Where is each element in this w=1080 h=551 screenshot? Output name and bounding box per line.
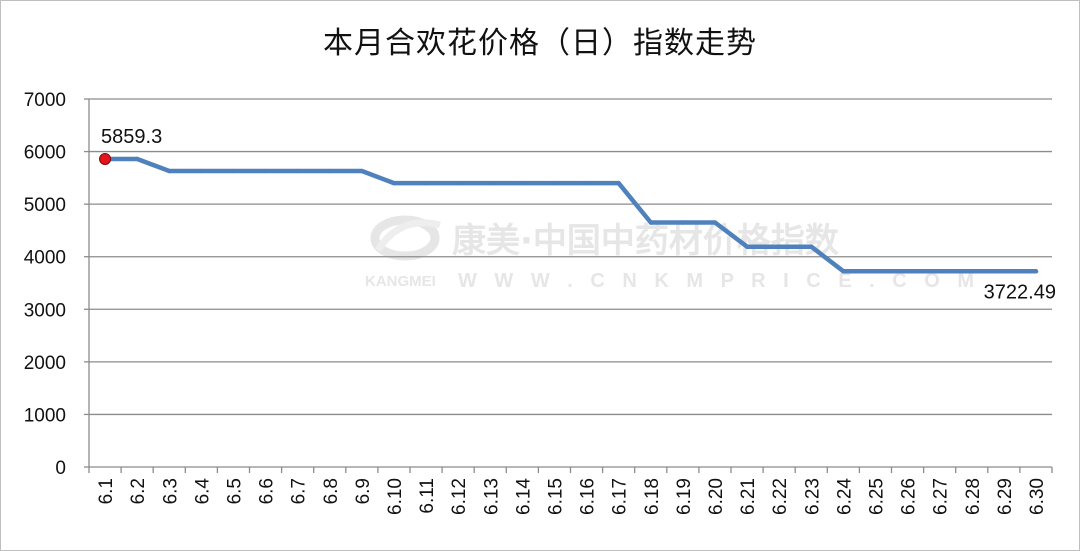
data-point xyxy=(776,244,782,249)
data-point xyxy=(423,180,429,186)
x-tick-label: 6.9 xyxy=(353,478,374,504)
y-tick-label: 1000 xyxy=(24,405,66,426)
x-tick-label: 6.22 xyxy=(770,478,791,515)
watermark-url-text: W W W . C N K M P R I C E . C O M xyxy=(458,270,980,292)
x-tick-label: 6.18 xyxy=(642,478,663,515)
data-point xyxy=(680,220,686,225)
data-labels: 5859.3 3722.49 xyxy=(101,126,1056,303)
x-tick-label: 6.15 xyxy=(545,478,566,515)
data-point xyxy=(1001,269,1007,274)
x-tick-label: 6.11 xyxy=(417,478,438,514)
x-tick-label: 6.29 xyxy=(995,478,1016,515)
x-tick-label: 6.6 xyxy=(257,478,278,504)
data-point xyxy=(841,269,846,274)
x-tick-label: 6.28 xyxy=(963,478,984,515)
x-tick-label: 6.10 xyxy=(385,478,406,515)
watermark-logo-icon xyxy=(370,215,441,261)
data-point xyxy=(616,180,621,186)
x-tick-label: 6.19 xyxy=(674,478,695,515)
x-tick-label: 6.21 xyxy=(738,478,759,515)
x-tick-label: 6.25 xyxy=(866,478,887,515)
watermark-cn-text: 康美·中国中药材价格指数 xyxy=(452,221,839,261)
x-tick-label: 6.27 xyxy=(931,478,952,515)
data-point xyxy=(167,168,172,174)
data-point xyxy=(648,220,653,225)
data-label: 5859.3 xyxy=(101,126,162,148)
x-tick-label: 6.24 xyxy=(834,478,855,515)
data-point xyxy=(455,180,461,186)
data-point xyxy=(295,168,300,174)
y-tick-label: 0 xyxy=(55,458,66,479)
watermark-brand-text: KANGMEI xyxy=(365,273,436,290)
y-tick-label: 7000 xyxy=(24,90,66,111)
data-point-marker xyxy=(99,152,112,165)
x-tick-label: 6.26 xyxy=(899,478,920,515)
y-tick-label: 4000 xyxy=(24,248,66,269)
data-point xyxy=(552,180,557,186)
data-label: 3722.49 xyxy=(984,281,1056,303)
y-tick-label: 3000 xyxy=(24,300,66,321)
x-tick-label: 6.2 xyxy=(128,478,149,504)
chart-title: 本月合欢花价格（日）指数走势 xyxy=(323,26,757,61)
y-tick-label: 2000 xyxy=(24,353,66,374)
data-point xyxy=(969,269,974,274)
data-point xyxy=(937,269,942,274)
watermark: 康美·中国中药材价格指数 KANGMEI W W W . C N K M P R… xyxy=(365,215,980,292)
x-axis: 6.1 6.2 6.3 6.4 6.5 6.6 6.7 6.8 6.9 6.10 6.11 6.12 6… xyxy=(88,466,1053,515)
series-line-0 xyxy=(102,156,1039,274)
x-tick-label: 6.12 xyxy=(449,478,470,515)
data-point xyxy=(520,180,525,186)
data-point xyxy=(905,269,910,274)
x-tick-label: 6.13 xyxy=(481,478,502,515)
x-tick-label: 6.7 xyxy=(289,478,310,504)
x-tick-label: 6.30 xyxy=(1027,478,1048,515)
data-point xyxy=(584,180,589,186)
data-point xyxy=(873,269,878,274)
data-point xyxy=(231,168,236,174)
y-tick-label: 5000 xyxy=(24,195,66,216)
x-tick-label: 6.3 xyxy=(160,478,181,504)
data-point xyxy=(134,156,140,162)
x-tick-label: 6.16 xyxy=(578,478,599,515)
data-point xyxy=(809,244,814,249)
x-tick-label: 6.17 xyxy=(610,478,631,515)
data-point xyxy=(488,180,493,186)
y-axis: 0 1000 2000 3000 4000 5000 6000 7000 xyxy=(24,90,90,479)
data-point xyxy=(327,168,332,174)
grid-lines xyxy=(89,98,1052,416)
x-tick-label: 6.1 xyxy=(96,478,117,504)
x-tick-label: 6.23 xyxy=(802,478,823,515)
data-point xyxy=(359,168,365,174)
y-tick-label: 6000 xyxy=(24,143,66,164)
x-tick-label: 6.20 xyxy=(706,478,727,515)
series-line xyxy=(99,152,1039,274)
data-point xyxy=(199,168,204,174)
x-tick-label: 6.4 xyxy=(192,478,213,505)
x-tick-label: 6.5 xyxy=(224,478,245,504)
data-point xyxy=(263,168,268,174)
x-tick-label: 6.8 xyxy=(321,478,342,504)
data-point xyxy=(1033,269,1039,274)
data-point xyxy=(712,220,718,225)
data-point xyxy=(391,180,397,186)
x-tick-label: 6.14 xyxy=(513,478,534,515)
data-point xyxy=(744,244,750,249)
